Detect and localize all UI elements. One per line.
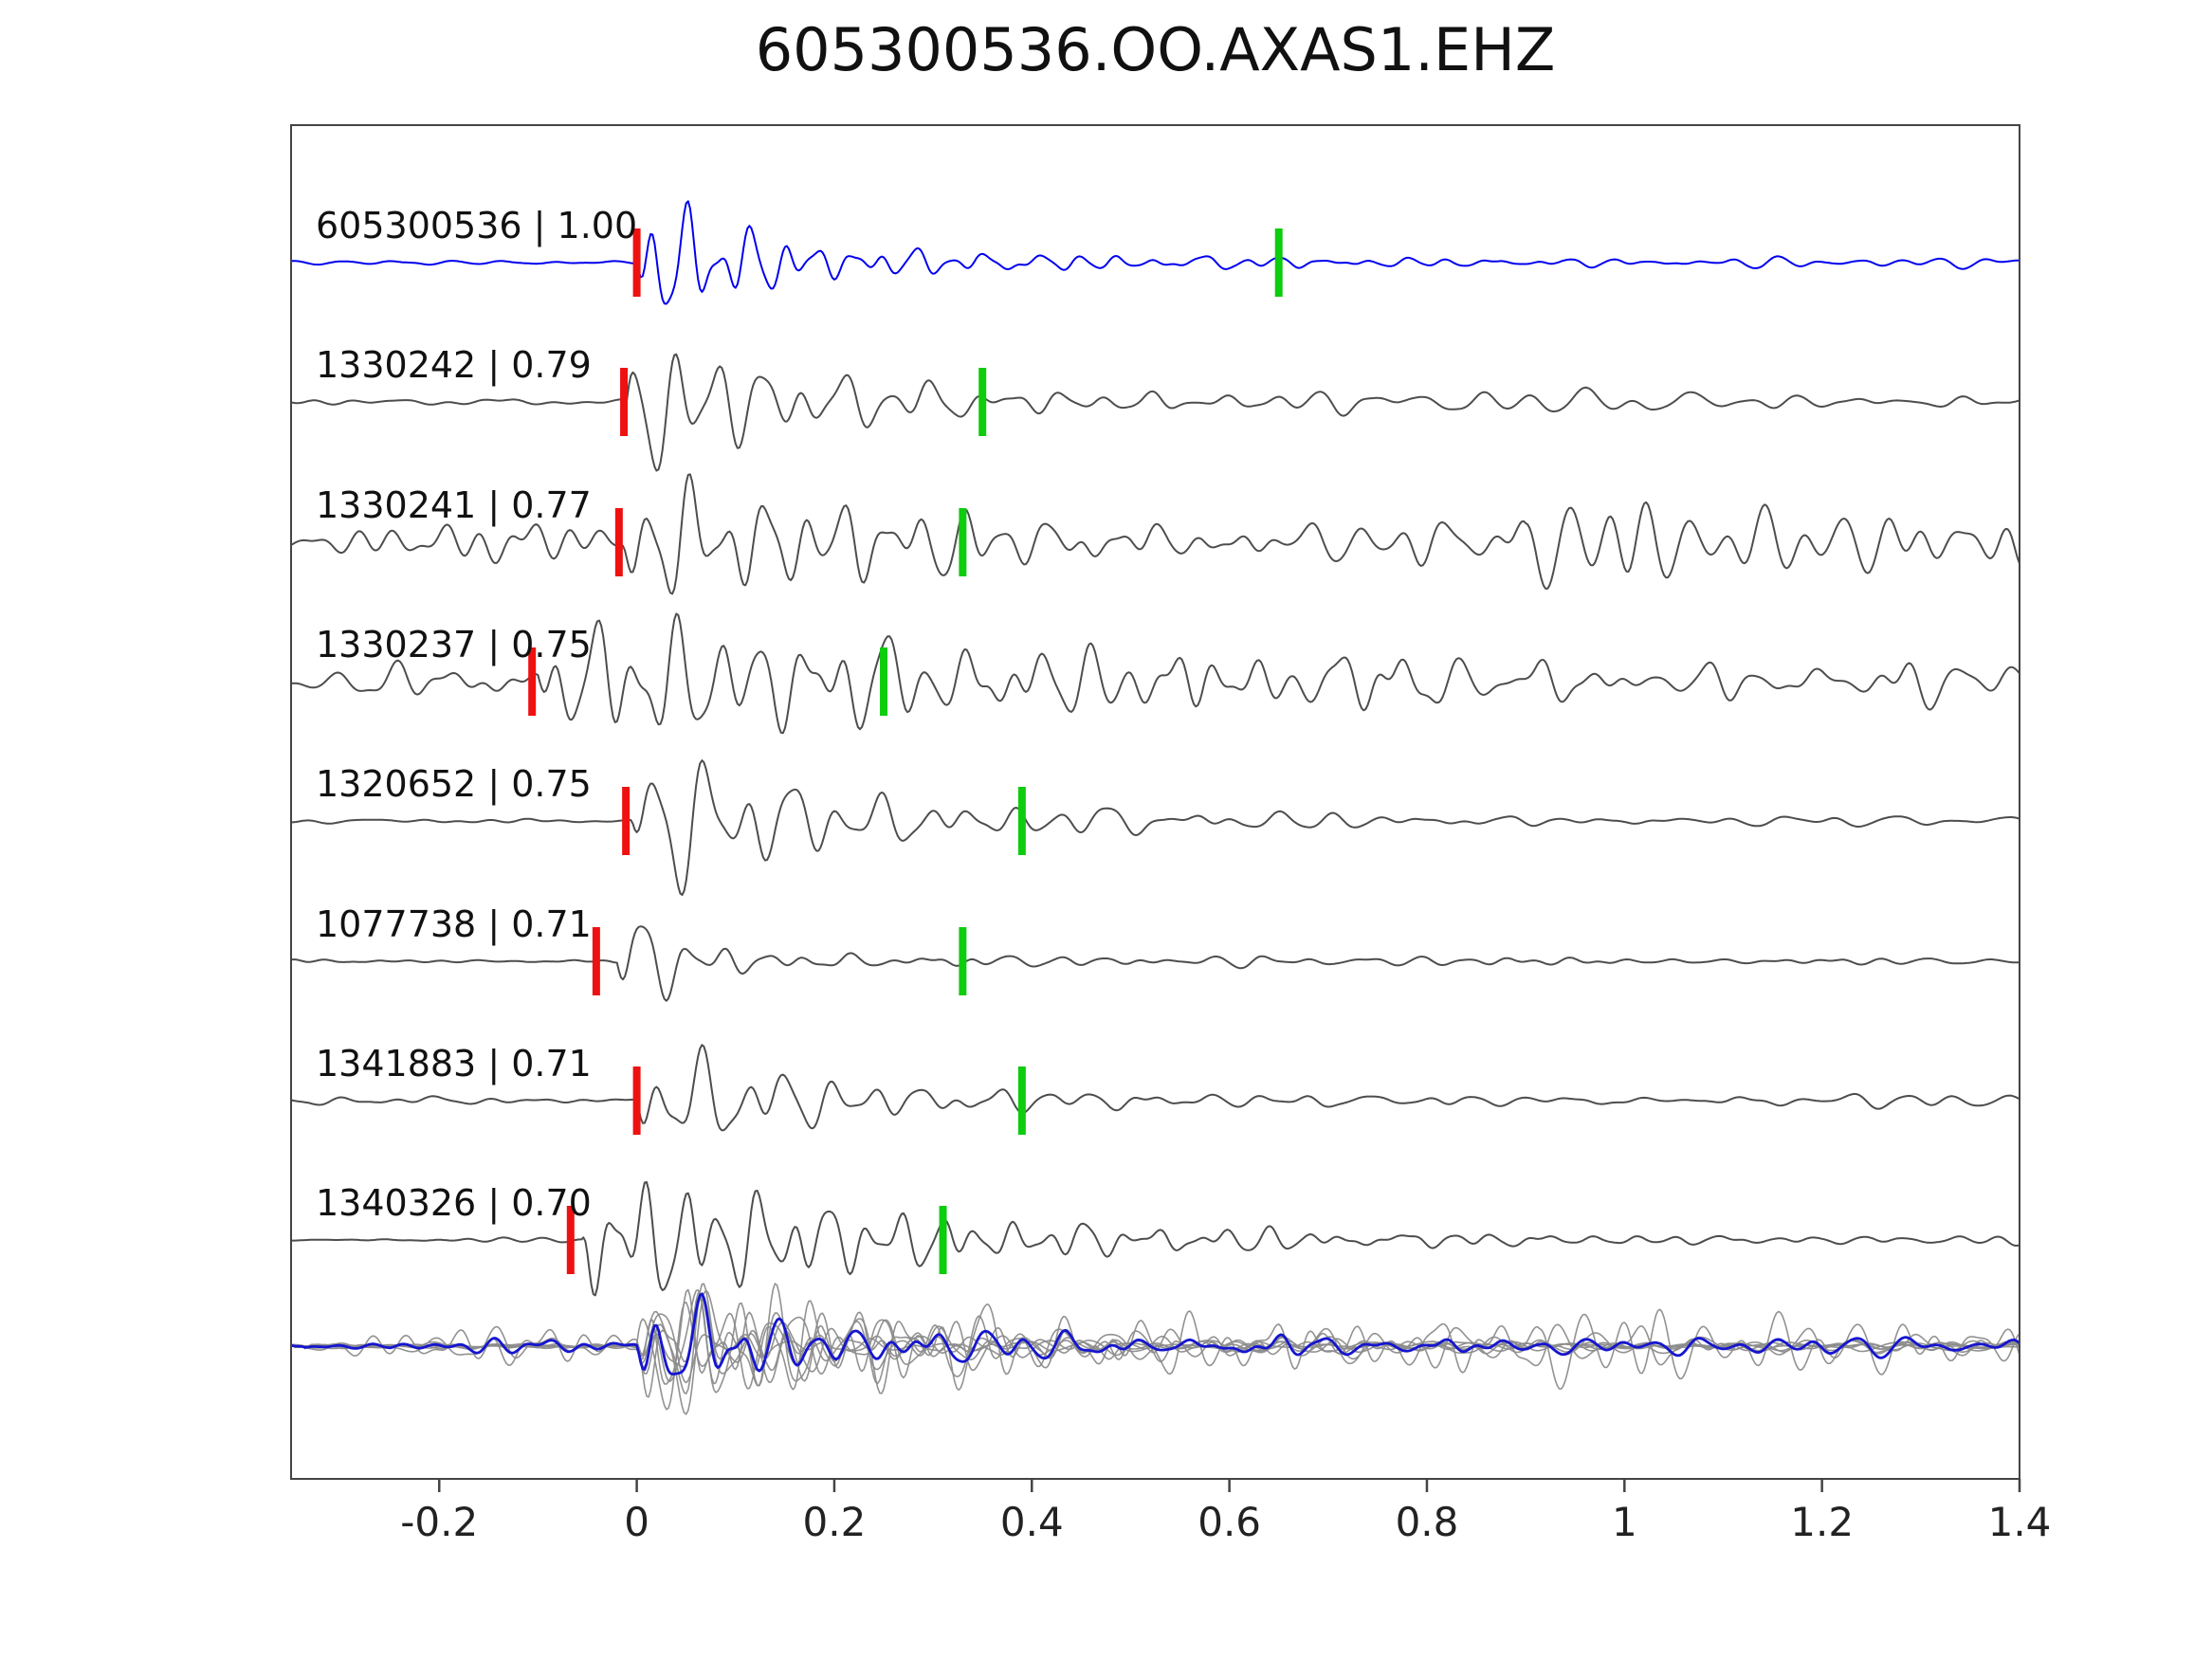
waveform-trace-1341883	[291, 1044, 2020, 1132]
waveform-trace-605300536	[291, 200, 2020, 305]
trace-label-1330237: 1330237 | 0.75	[316, 624, 592, 666]
stack-member-1330237	[291, 1283, 2020, 1395]
x-axis-tick-label: 0	[624, 1499, 649, 1545]
trace-label-1320652: 1320652 | 0.75	[316, 763, 592, 806]
trace-label-1077738: 1077738 | 0.71	[316, 903, 592, 946]
waveform-trace-1077738	[291, 925, 2020, 1002]
pick-markers	[528, 228, 1283, 1274]
trace-label-1330242: 1330242 | 0.79	[316, 344, 592, 387]
trace-label-1330241: 1330241 | 0.77	[316, 484, 592, 527]
stack-member-605300536	[291, 1288, 2020, 1385]
trace-label-605300536: 605300536 | 1.00	[316, 205, 637, 247]
x-axis-tick-label: -0.2	[400, 1499, 478, 1545]
waveform-trace-1330237	[291, 612, 2020, 735]
x-axis-tick-label: 0.2	[803, 1499, 867, 1545]
waveform-trace-1330242	[291, 353, 2020, 472]
x-axis-tick-label: 1	[1612, 1499, 1637, 1545]
trace-labels: 605300536 | 1.00 1330242 | 0.79 1330241 | …	[316, 205, 637, 1225]
x-axis-tick-label: 1.2	[1790, 1499, 1854, 1545]
stack-mean	[291, 1292, 2020, 1376]
trace-label-1340326: 1340326 | 0.70	[316, 1182, 592, 1225]
stack-member-1340326	[291, 1292, 2020, 1398]
x-axis: -0.2 0 0.2 0.4 0.6 0.8 1 1.2 1.4	[400, 1479, 2051, 1545]
x-axis-tick-label: 0.6	[1197, 1499, 1261, 1545]
waveform-trace-1340326	[291, 1180, 2020, 1297]
plot-border	[290, 124, 2020, 1480]
figure-title: 605300536.OO.AXAS1.EHZ	[755, 15, 1556, 84]
x-axis-tick-label: 1.4	[1988, 1499, 2052, 1545]
x-axis-tick-label: 0.4	[1000, 1499, 1064, 1545]
trace-label-1341883: 1341883 | 0.71	[316, 1043, 592, 1085]
trace-area	[291, 200, 2020, 1415]
waveform-trace-1320652	[291, 759, 2020, 896]
x-axis-tick-label: 0.8	[1396, 1499, 1459, 1545]
stack-member-1341883	[291, 1294, 2020, 1375]
waveform-trace-1330241	[291, 473, 2020, 595]
